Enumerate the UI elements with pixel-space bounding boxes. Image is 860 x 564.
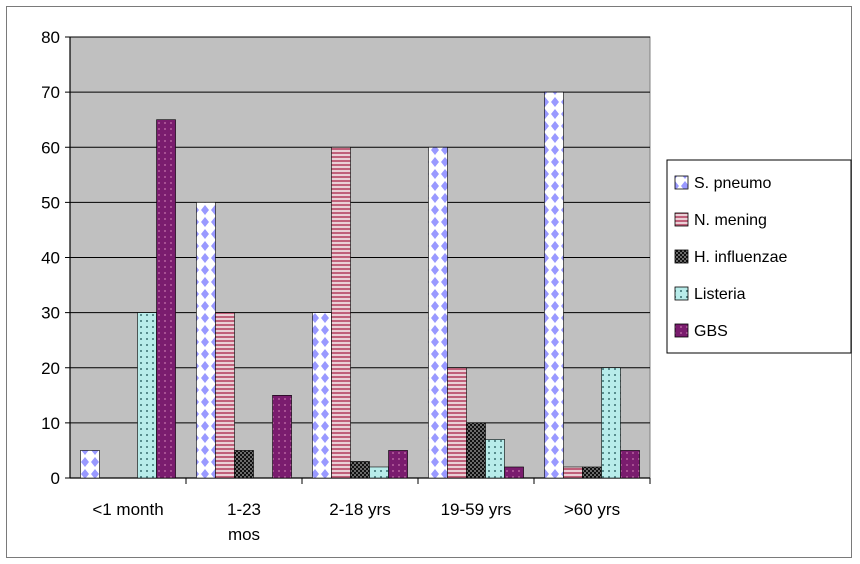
bar bbox=[272, 395, 292, 479]
legend-swatch bbox=[674, 212, 689, 227]
x-tick-label-line: mos bbox=[228, 525, 260, 544]
y-tick-label: 30 bbox=[41, 304, 60, 323]
bar bbox=[544, 91, 564, 479]
x-tick-label: <1 month bbox=[92, 500, 163, 519]
x-tick-label-line: 19-59 yrs bbox=[441, 500, 512, 519]
legend-swatch bbox=[674, 249, 689, 264]
bar bbox=[312, 312, 332, 479]
y-tick-label: 70 bbox=[41, 83, 60, 102]
x-tick-label: 2-18 yrs bbox=[329, 500, 390, 519]
y-tick-label: 0 bbox=[51, 469, 60, 488]
x-tick-label: 1-23 mos bbox=[227, 500, 261, 544]
x-tick-label-line: 1-23 bbox=[227, 500, 261, 519]
bar bbox=[447, 367, 467, 479]
legend-label: S. pneumo bbox=[694, 175, 771, 192]
x-tick-label-line: 2-18 yrs bbox=[329, 500, 390, 519]
bar bbox=[156, 119, 176, 479]
bar bbox=[563, 466, 583, 479]
bar bbox=[620, 450, 640, 479]
bar bbox=[582, 466, 602, 479]
y-tick-label: 20 bbox=[41, 359, 60, 378]
x-tick-label: >60 yrs bbox=[564, 500, 620, 519]
legend-box bbox=[666, 159, 852, 354]
bar bbox=[350, 461, 370, 479]
y-tick-label: 80 bbox=[41, 28, 60, 47]
bar bbox=[196, 202, 216, 479]
legend-swatch bbox=[674, 175, 689, 190]
bar bbox=[234, 450, 254, 479]
bar bbox=[466, 422, 486, 479]
legend-label: GBS bbox=[694, 323, 728, 340]
y-tick-label: 50 bbox=[41, 193, 60, 212]
legend-swatch bbox=[674, 323, 689, 338]
bar bbox=[601, 367, 621, 479]
x-tick-label-line: >60 yrs bbox=[564, 500, 620, 519]
bar bbox=[137, 312, 157, 479]
bar bbox=[485, 439, 505, 479]
y-tick-label: 10 bbox=[41, 414, 60, 433]
bar bbox=[428, 146, 448, 479]
bar bbox=[369, 466, 389, 479]
legend-label: H. influenzae bbox=[694, 249, 787, 266]
x-tick-label-line: <1 month bbox=[92, 500, 163, 519]
legend-label: Listeria bbox=[694, 286, 746, 303]
legend-swatch bbox=[674, 286, 689, 301]
y-tick-label: 40 bbox=[41, 249, 60, 268]
bar bbox=[331, 146, 351, 479]
legend-label: N. mening bbox=[694, 212, 767, 229]
bar bbox=[80, 450, 100, 479]
x-tick-label: 19-59 yrs bbox=[441, 500, 512, 519]
y-tick-label: 60 bbox=[41, 138, 60, 157]
bar bbox=[215, 312, 235, 479]
bar bbox=[504, 466, 524, 479]
bar bbox=[388, 450, 408, 479]
